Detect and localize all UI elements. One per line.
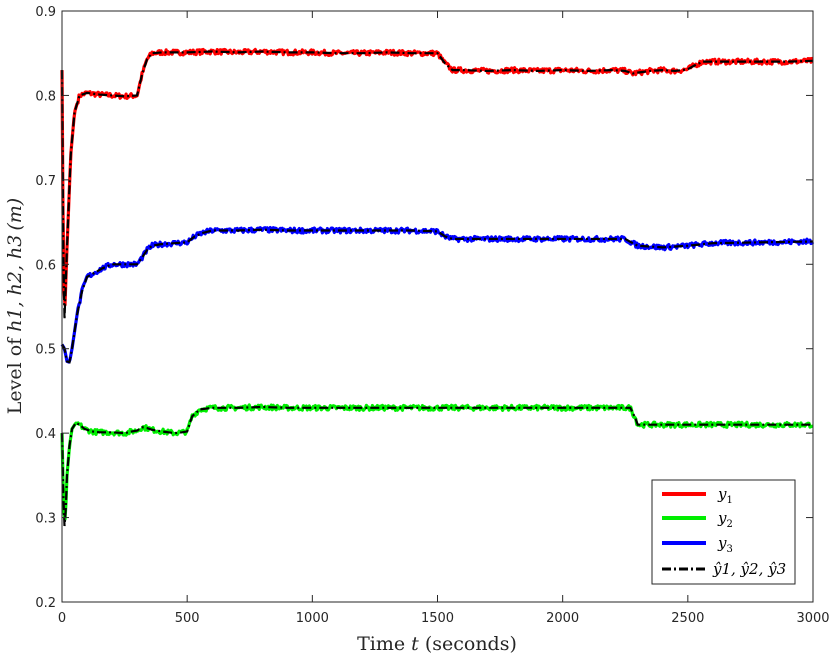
x-axis-label-main: Time <box>357 633 411 655</box>
x-axis-label-unit: (seconds) <box>419 633 517 655</box>
estimate-line-1 <box>60 50 814 320</box>
y-tick-label-0.5: 0.5 <box>35 343 56 358</box>
y-axis-label-vars: h1, h2, h3 <box>4 235 26 332</box>
legend-label-y3-sub: 3 <box>726 544 732 555</box>
legend-label-y1: y1 <box>717 485 733 506</box>
y-axis-label: Level of h1, h2, h3 (m) <box>4 198 26 414</box>
legend-label-y3: y3 <box>717 534 733 555</box>
estimate-line-3 <box>61 228 814 364</box>
legend-label-y1-sub: 1 <box>726 495 732 506</box>
legend-label-estimate: ŷ1, ŷ2, ŷ3 <box>712 560 786 578</box>
x-tick-label-2000: 2000 <box>546 611 579 626</box>
x-tick-label-500: 500 <box>175 611 200 626</box>
x-tick-label-2500: 2500 <box>671 611 704 626</box>
x-axis-label-var: t <box>411 633 419 655</box>
legend-label-y2: y2 <box>717 509 733 530</box>
x-tick-label-0: 0 <box>58 611 66 626</box>
y-tick-label-0.9: 0.9 <box>35 5 56 20</box>
x-axis-label: Time t (seconds) <box>357 633 517 655</box>
x-tick-label-1500: 1500 <box>421 611 454 626</box>
legend-label-y3-base: y <box>717 534 727 552</box>
y-axis-label-unit: (m) <box>4 198 26 231</box>
legend-label-y2-sub: 2 <box>726 519 732 530</box>
y-axis-label-main: Level of <box>4 332 26 414</box>
estimate-line-2 <box>60 405 813 527</box>
x-tick-label-3000: 3000 <box>796 611 829 626</box>
legend-label-y1-base: y <box>717 485 727 503</box>
series-line-y3 <box>60 225 815 364</box>
y-tick-label-0.2: 0.2 <box>35 596 56 611</box>
y-tick-label-0.6: 0.6 <box>35 258 56 273</box>
legend-box <box>651 479 796 585</box>
legend: y1 y2 y3 ŷ1, ŷ2, ŷ3 <box>651 479 796 585</box>
y-tick-label-0.7: 0.7 <box>35 174 56 189</box>
x-tick-label-1000: 1000 <box>296 611 329 626</box>
y-tick-label-0.8: 0.8 <box>35 89 56 104</box>
legend-label-y2-base: y <box>717 509 727 527</box>
y-tick-label-0.3: 0.3 <box>35 512 56 527</box>
ticks-layer: 0 500 1000 1500 2000 2500 3000 0.2 0.3 0.4 0.5 0.6 0… <box>35 5 829 626</box>
y-tick-label-0.4: 0.4 <box>35 427 56 442</box>
estimate-layer <box>60 50 814 527</box>
